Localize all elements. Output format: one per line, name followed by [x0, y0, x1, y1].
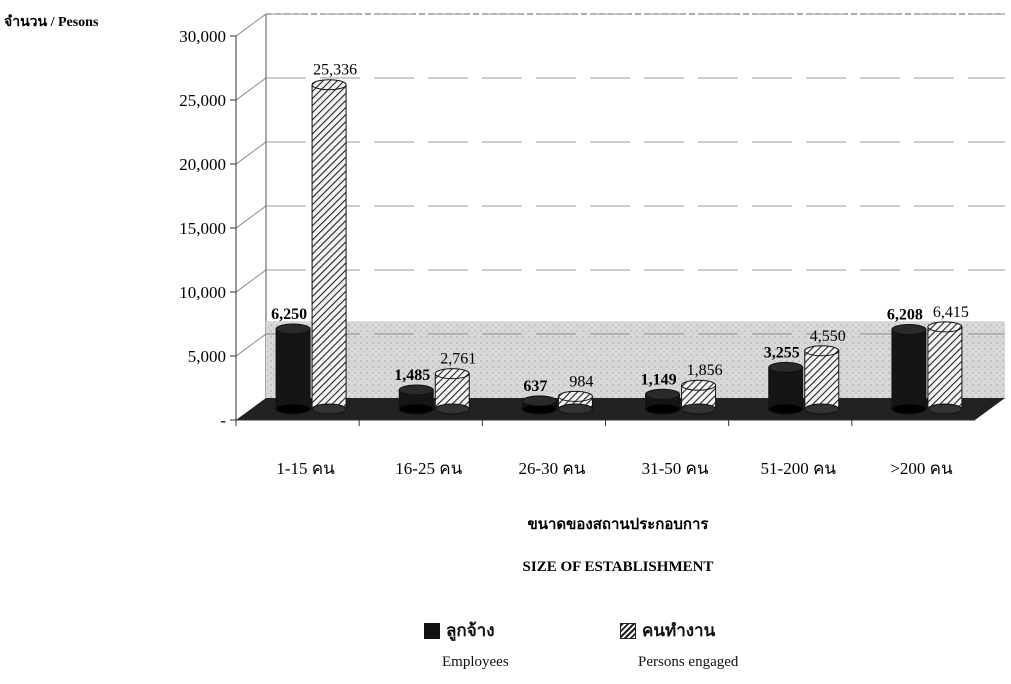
bar-employees	[275, 323, 311, 415]
legend-label-thai: คนทำงาน	[642, 621, 716, 640]
x-tick-label: 51-200 คน	[761, 459, 837, 478]
x-tick-label: 1-15 คน	[276, 459, 335, 478]
legend-swatch-hatched	[620, 622, 636, 639]
x-tick-label: 31-50 คน	[642, 459, 709, 478]
x-axis-label-thai: ขนาดของสถานประกอบการ	[528, 517, 710, 533]
bar-employees	[398, 384, 434, 415]
legend-item-employees: ลูกจ้าง Employees	[424, 617, 509, 671]
bar-persons-engaged	[681, 379, 717, 415]
y-axis-label: จำนวน / Pesons	[4, 14, 99, 30]
y-tick-label: 30,000	[179, 27, 226, 46]
x-tick-label: 26-30 คน	[518, 459, 585, 478]
data-label-persons-engaged: 6,415	[933, 304, 969, 321]
gridline-side	[235, 77, 267, 101]
data-label-employees: 6,208	[887, 307, 923, 324]
legend-label-english: Persons engaged	[638, 654, 739, 670]
bar-employees	[521, 395, 557, 415]
data-label-employees: 6,250	[271, 306, 307, 323]
bar-persons-engaged	[557, 390, 593, 415]
data-label-persons-engaged: 4,550	[810, 328, 846, 345]
bars: 6,250 1,485 637 1,149 3,255 6,208 25,336 2,761 9…	[271, 62, 969, 415]
data-label-employees: 1,485	[394, 367, 430, 384]
x-tick-label: 16-25 คน	[395, 459, 462, 478]
gridlines	[235, 13, 1005, 357]
bar-employees	[645, 388, 681, 415]
data-label-employees: 3,255	[764, 344, 800, 361]
gridline-side	[235, 13, 267, 37]
x-tick-labels: 1-15 คน 16-25 คน 26-30 คน 31-50 คน 51-200 คน…	[235, 420, 953, 478]
legend-label-english: Employees	[442, 654, 509, 670]
gridline-side	[235, 269, 267, 293]
gridline-side	[235, 333, 267, 357]
legend: ลูกจ้าง Employees คนทำงาน Persons engage…	[424, 617, 844, 681]
data-label-persons-engaged: 1,856	[687, 362, 723, 379]
data-label-employees: 1,149	[641, 371, 677, 388]
bar-persons-engaged	[927, 321, 963, 415]
gridline-side	[235, 141, 267, 165]
gridline-side	[235, 205, 267, 229]
bar-persons-engaged	[434, 368, 470, 415]
x-tick-label: >200 คน	[890, 459, 953, 478]
bar-persons-engaged	[804, 345, 840, 415]
bar-employees	[891, 324, 927, 415]
data-label-persons-engaged: 2,761	[440, 351, 476, 368]
x-axis-label-english: SIZE OF ESTABLISHMENT	[523, 559, 714, 575]
y-tick-label: 20,000	[179, 155, 226, 174]
data-label-employees: 637	[523, 378, 547, 395]
y-tick-label: 25,000	[179, 91, 226, 110]
legend-swatch-solid	[424, 622, 440, 639]
data-label-persons-engaged: 984	[569, 373, 593, 390]
y-tick-label: -	[220, 411, 226, 430]
chart-floor	[236, 398, 1005, 420]
y-tick-label: 15,000	[179, 219, 226, 238]
bar-persons-engaged	[311, 79, 347, 415]
legend-label-thai: ลูกจ้าง	[446, 621, 495, 640]
y-tick-label: 10,000	[179, 283, 226, 302]
y-tick-label: 5,000	[188, 347, 226, 366]
data-label-persons-engaged: 25,336	[313, 62, 357, 79]
legend-item-persons-engaged: คนทำงาน Persons engaged	[620, 617, 738, 671]
bar-employees	[768, 361, 804, 415]
